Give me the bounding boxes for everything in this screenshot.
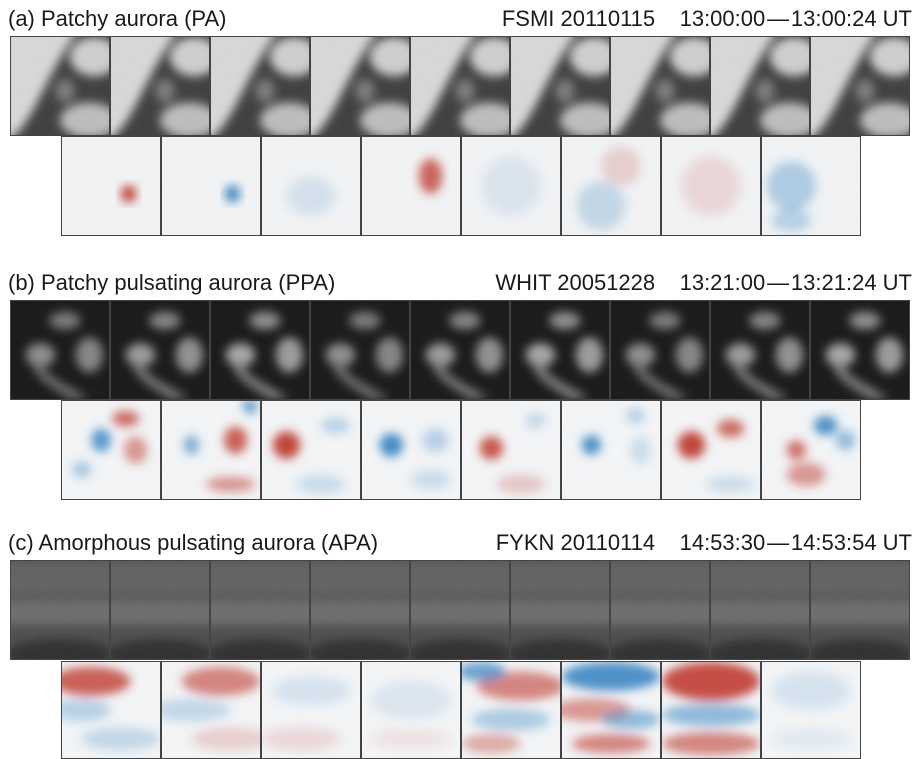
raw-frame	[110, 300, 210, 400]
difference-frame	[461, 400, 561, 500]
raw-frame	[410, 300, 510, 400]
raw-frame	[510, 300, 610, 400]
difference-frame	[661, 400, 761, 500]
difference-frame	[161, 661, 261, 759]
panel-b-title: (b) Patchy pulsating aurora (PPA)	[8, 270, 336, 295]
panel-c: (c) Amorphous pulsating aurora (APA) FYK…	[0, 522, 919, 759]
panel-b-raw-frames	[10, 300, 910, 400]
panel-c-title: (c) Amorphous pulsating aurora (APA)	[8, 530, 379, 555]
raw-frame	[810, 300, 910, 400]
panel-a-time-start: 13:00:00	[679, 6, 766, 31]
raw-frame	[810, 560, 910, 660]
panel-b-time-start: 13:21:00	[679, 270, 766, 295]
panel-b-header: (b) Patchy pulsating aurora (PPA) WHIT 2…	[0, 268, 919, 298]
difference-frame	[561, 661, 661, 759]
difference-frame	[261, 661, 361, 759]
panel-b-diff-frames	[61, 400, 861, 500]
raw-frame	[810, 36, 910, 136]
difference-frame	[661, 136, 761, 236]
panel-a: (a) Patchy aurora (PA) FSMI 20110115 13:…	[0, 0, 919, 240]
difference-frame	[361, 400, 461, 500]
difference-frame	[161, 400, 261, 500]
panel-c-meta: FYKN 20110114 14:53:30 — 14:53:54 UT	[495, 530, 912, 555]
panel-a-station: FSMI 20110115	[501, 6, 656, 31]
raw-frame	[410, 560, 510, 660]
panel-b-time-end: 13:21:24 UT	[790, 270, 912, 295]
raw-frame	[110, 36, 210, 136]
panel-c-station: FYKN 20110114	[495, 530, 656, 555]
raw-frame	[210, 560, 310, 660]
difference-frame	[61, 400, 161, 500]
panel-a-raw-frames	[10, 36, 910, 136]
raw-frame	[710, 560, 810, 660]
panel-a-title: (a) Patchy aurora (PA)	[8, 6, 227, 31]
raw-frame	[610, 36, 710, 136]
panel-b-meta: WHIT 20051228 13:21:00 — 13:21:24 UT	[495, 270, 912, 295]
raw-frame	[210, 300, 310, 400]
difference-frame	[361, 661, 461, 759]
panel-b: (b) Patchy pulsating aurora (PPA) WHIT 2…	[0, 264, 919, 504]
panel-c-diff-frames	[61, 661, 861, 759]
raw-frame	[710, 300, 810, 400]
difference-frame	[661, 661, 761, 759]
difference-frame	[61, 136, 161, 236]
panel-a-time-end: 13:00:24 UT	[790, 6, 912, 31]
raw-frame	[510, 36, 610, 136]
raw-frame	[10, 300, 110, 400]
raw-frame	[10, 36, 110, 136]
raw-frame	[610, 300, 710, 400]
panel-c-time-start: 14:53:30	[679, 530, 766, 555]
difference-frame	[61, 661, 161, 759]
raw-frame	[310, 560, 410, 660]
raw-frame	[210, 36, 310, 136]
difference-frame	[761, 136, 861, 236]
raw-frame	[110, 560, 210, 660]
panel-a-diff-frames	[61, 136, 861, 236]
difference-frame	[261, 136, 361, 236]
raw-frame	[310, 36, 410, 136]
difference-frame	[561, 400, 661, 500]
difference-frame	[361, 136, 461, 236]
raw-frame	[310, 300, 410, 400]
raw-frame	[610, 560, 710, 660]
raw-frame	[410, 36, 510, 136]
raw-frame	[510, 560, 610, 660]
difference-frame	[461, 136, 561, 236]
panel-c-raw-frames	[10, 560, 910, 660]
panel-c-time-end: 14:53:54 UT	[790, 530, 912, 555]
raw-frame	[710, 36, 810, 136]
panel-b-station: WHIT 20051228	[495, 270, 656, 295]
panel-c-header: (c) Amorphous pulsating aurora (APA) FYK…	[0, 528, 919, 558]
panel-a-header: (a) Patchy aurora (PA) FSMI 20110115 13:…	[0, 4, 919, 34]
panel-a-meta: FSMI 20110115 13:00:00 — 13:00:24 UT	[501, 6, 912, 31]
difference-frame	[761, 400, 861, 500]
difference-frame	[161, 136, 261, 236]
difference-frame	[761, 661, 861, 759]
difference-frame	[261, 400, 361, 500]
difference-frame	[561, 136, 661, 236]
difference-frame	[461, 661, 561, 759]
raw-frame	[10, 560, 110, 660]
